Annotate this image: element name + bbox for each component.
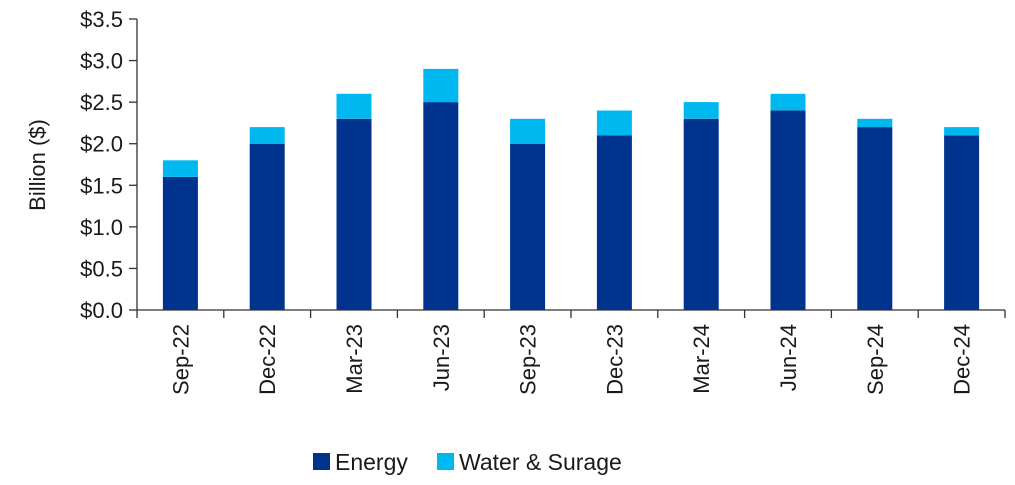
legend-label: Energy (335, 449, 408, 475)
x-tick-label: Dec-22 (255, 324, 280, 395)
bar-water-surage-dec-24 (944, 127, 980, 136)
bar-water-surage-sep-22 (162, 160, 198, 177)
bar-water-surage-sep-24 (857, 118, 893, 128)
legend-label: Water & Surage (459, 449, 622, 475)
bar-water-surage-jun-24 (770, 93, 806, 111)
x-tick-label: Sep-23 (516, 324, 541, 395)
bar-energy-jun-23 (423, 102, 459, 310)
bar-energy-dec-24 (944, 135, 980, 310)
bar-energy-mar-24 (683, 118, 719, 310)
x-tick-label: Mar-23 (342, 324, 367, 394)
bar-energy-dec-22 (249, 143, 285, 310)
legend-item-energy: Energy (313, 449, 408, 475)
x-axis: Sep-22 Dec-22 Mar-23 Jun-23 Sep-23 Dec-23 Mar-… (136, 309, 1006, 395)
y-tick-label: $1.5 (80, 173, 123, 198)
x-tick-label: Jun-24 (776, 324, 801, 391)
bar-energy-sep-23 (510, 143, 546, 310)
y-tick-label: $2.0 (80, 132, 123, 157)
bar-water-surage-jun-23 (423, 68, 459, 103)
bar-energy-jun-24 (770, 110, 806, 310)
y-tick-label: $0.5 (80, 256, 123, 281)
y-tick-label: $2.5 (80, 90, 123, 115)
bar-energy-sep-24 (857, 127, 893, 310)
y-tick-label: $0.0 (80, 298, 123, 323)
bars (162, 68, 980, 310)
legend-swatch (313, 453, 330, 470)
legend-item-water-surage: Water & Surage (437, 449, 622, 475)
y-axis-title: Billion ($) (25, 119, 50, 211)
y-axis: $0.0 $0.5 $1.0 $1.5 $2.0 $2.5 $3.0 $3.5 (80, 7, 138, 323)
x-tick-label: Mar-24 (689, 324, 714, 394)
bar-water-surage-mar-24 (683, 102, 719, 119)
y-tick-label: $3.0 (80, 49, 123, 74)
bar-water-surage-sep-23 (510, 118, 546, 144)
x-tick-label: Sep-22 (168, 324, 193, 395)
x-tick-label: Sep-24 (863, 324, 888, 395)
bar-energy-dec-23 (596, 135, 632, 310)
x-tick-label: Dec-24 (950, 324, 975, 395)
bar-water-surage-dec-23 (596, 110, 632, 136)
x-tick-label: Jun-23 (429, 324, 454, 391)
legend-swatch (437, 453, 454, 470)
legend: Energy Water & Surage (313, 449, 622, 475)
y-tick-label: $1.0 (80, 215, 123, 240)
x-tick-label: Dec-23 (602, 324, 627, 395)
bar-energy-mar-23 (336, 118, 372, 310)
bar-water-surage-mar-23 (336, 93, 372, 119)
bar-energy-sep-22 (162, 177, 198, 310)
y-tick-label: $3.5 (80, 7, 123, 32)
bar-water-surage-dec-22 (249, 127, 285, 144)
